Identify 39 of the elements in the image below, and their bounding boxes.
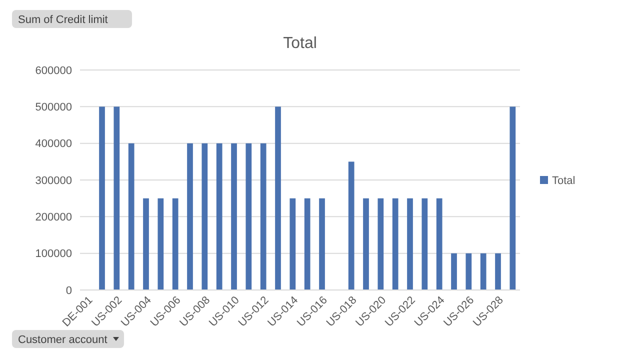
bar xyxy=(422,198,428,290)
bar xyxy=(348,162,354,290)
chart-title: Total xyxy=(283,35,317,52)
bar xyxy=(290,198,296,290)
y-tick-label: 300000 xyxy=(35,174,72,187)
y-tick-label: 0 xyxy=(66,284,72,297)
bar xyxy=(158,198,164,290)
bar xyxy=(246,143,252,290)
bar xyxy=(216,143,222,290)
bar xyxy=(480,253,486,290)
y-tick-label: 500000 xyxy=(35,102,72,114)
bar xyxy=(407,198,413,290)
bar xyxy=(392,198,398,290)
bar xyxy=(378,198,384,290)
bar xyxy=(363,198,369,290)
text: Customer account xyxy=(18,334,108,346)
bar xyxy=(172,198,178,290)
bar xyxy=(510,106,516,290)
bar xyxy=(319,198,325,290)
bar xyxy=(202,143,208,290)
bar xyxy=(275,106,281,290)
bar xyxy=(260,143,266,290)
bar xyxy=(114,106,120,290)
bar xyxy=(451,253,457,290)
y-tick-label: 100000 xyxy=(35,248,72,260)
bar xyxy=(304,198,310,290)
bar xyxy=(466,253,472,290)
bar xyxy=(128,143,134,290)
bar xyxy=(495,253,501,290)
text: Sum of Credit limit xyxy=(18,14,108,26)
y-tick-label: 200000 xyxy=(35,212,72,224)
y-tick-label: 600000 xyxy=(35,64,72,77)
bar xyxy=(143,198,149,290)
bar xyxy=(99,106,105,290)
y-tick-label: 400000 xyxy=(35,138,72,150)
bar xyxy=(436,198,442,290)
bar xyxy=(231,143,237,290)
legend-label: Total xyxy=(552,174,576,187)
bar xyxy=(187,143,193,290)
